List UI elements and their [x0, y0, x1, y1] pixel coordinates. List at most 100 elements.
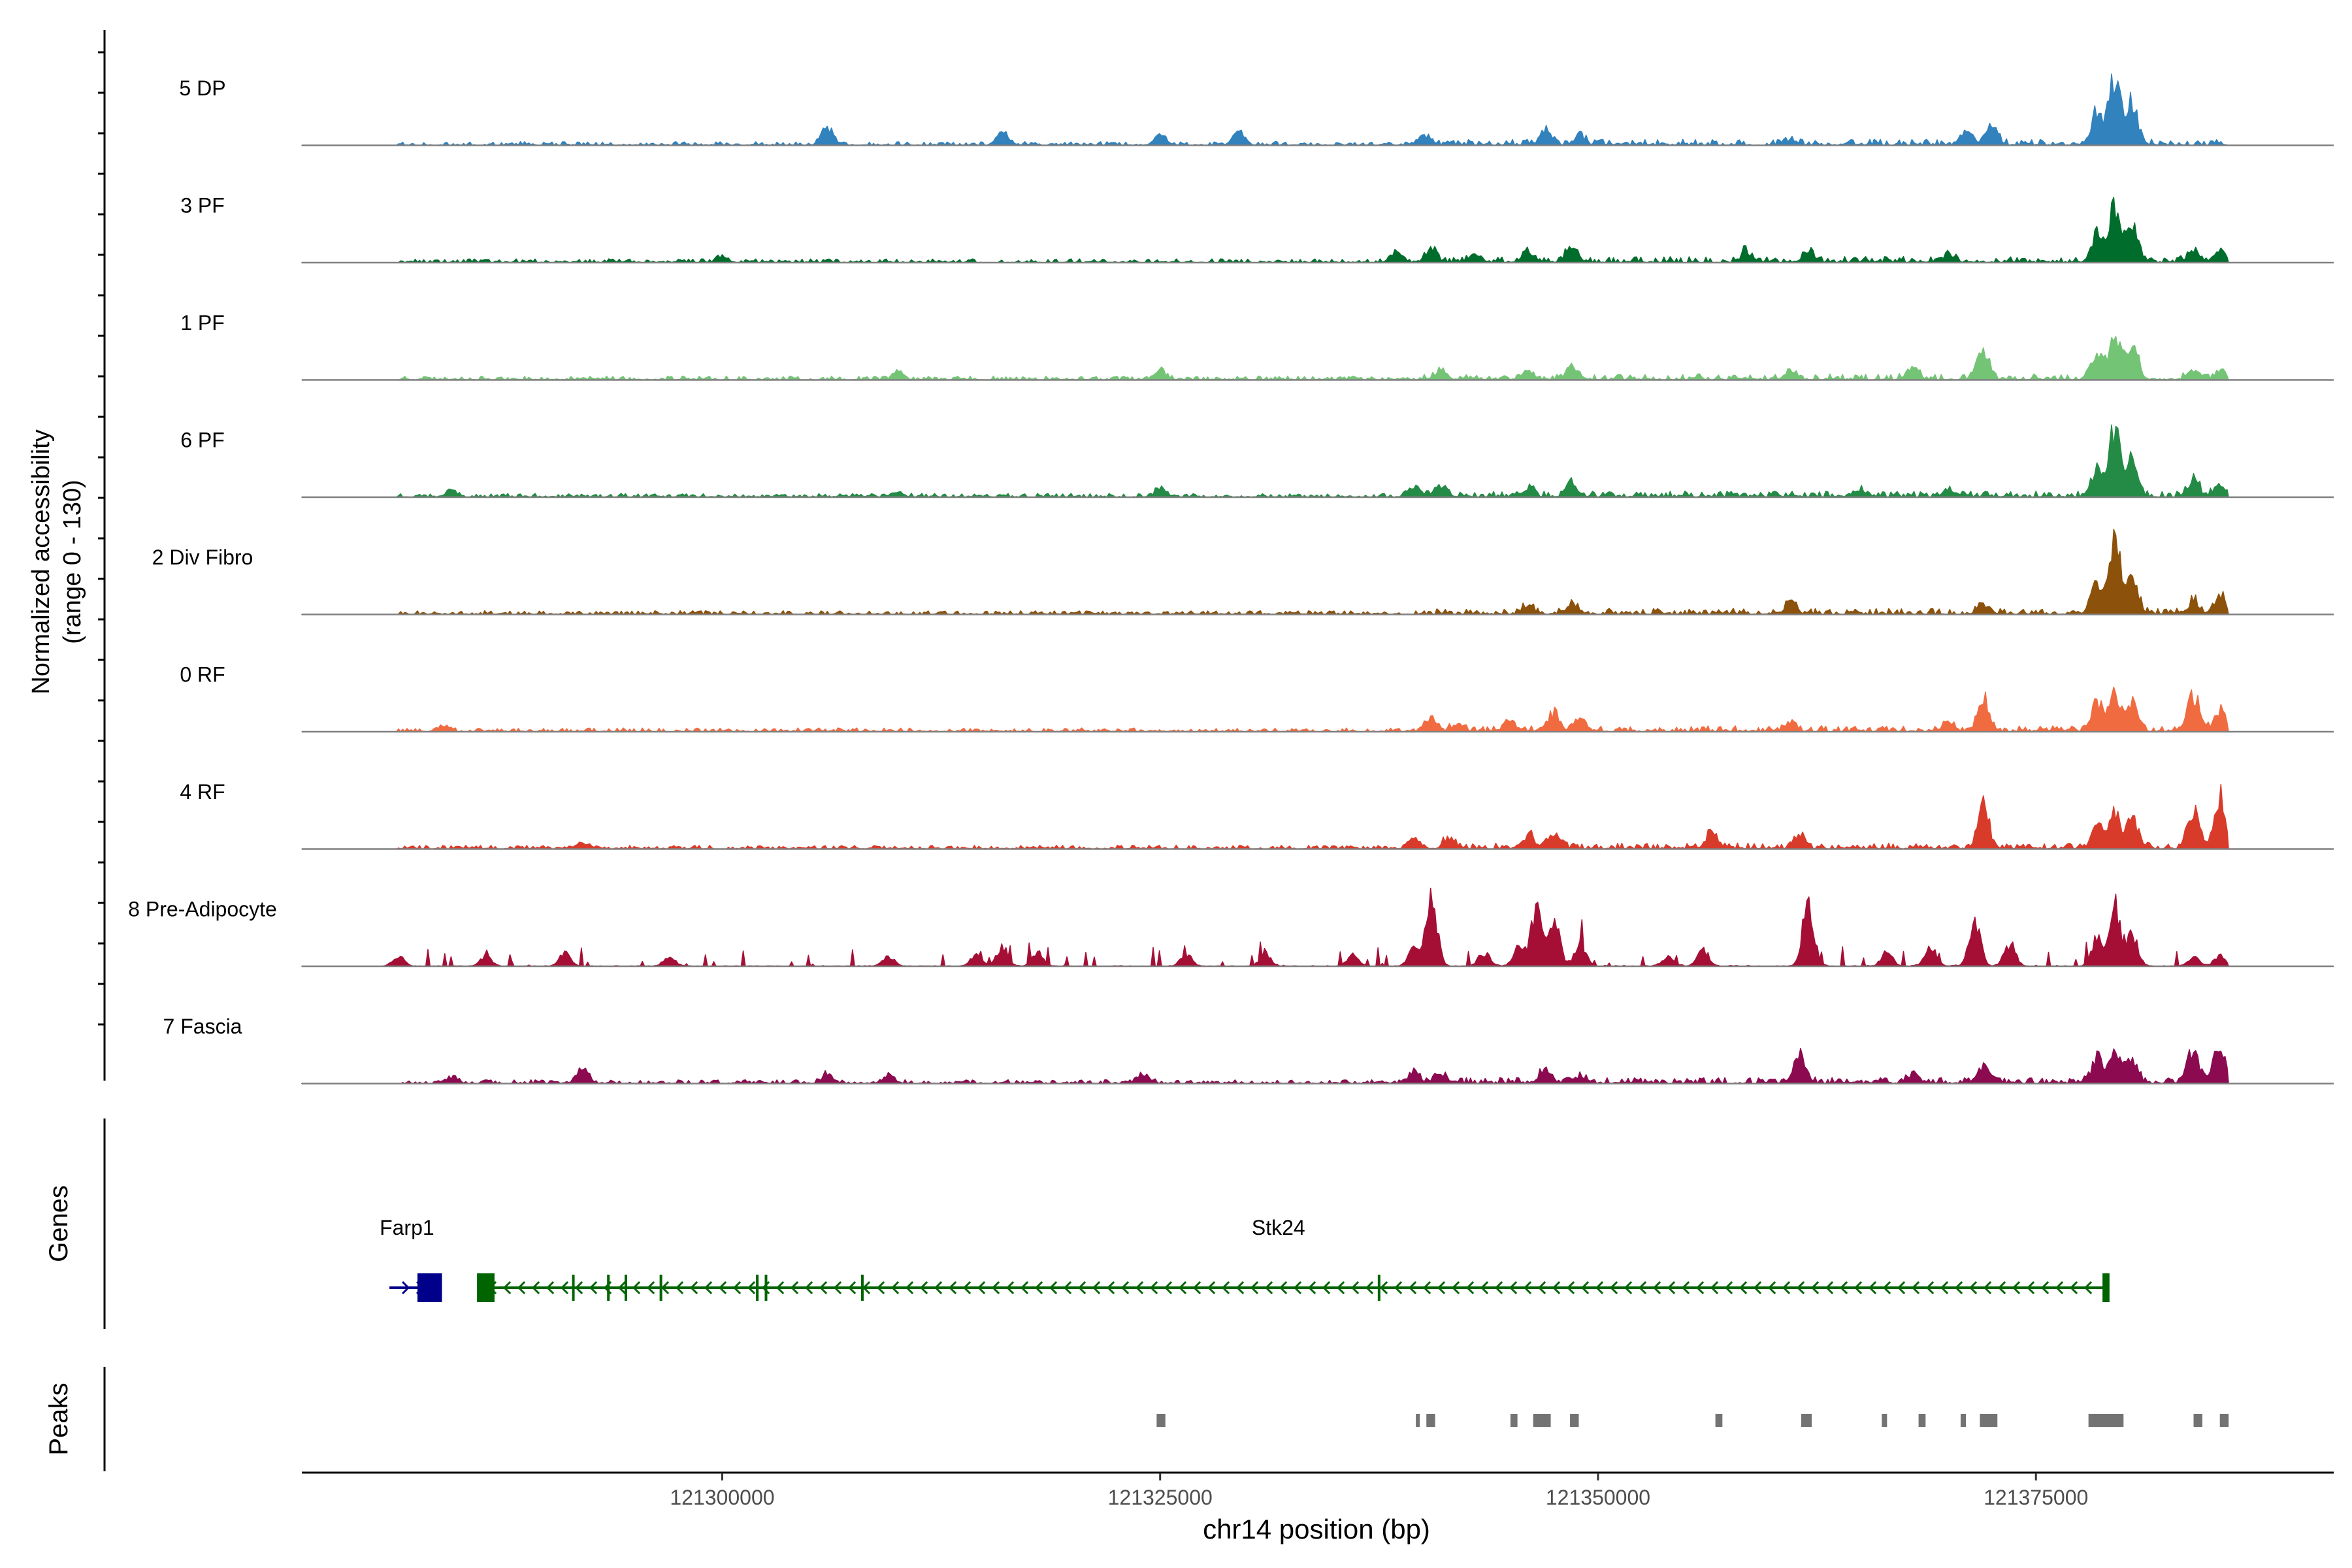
strand-arrow: [1509, 1281, 1518, 1295]
track-8-pre-adipocyte: 8 Pre-Adipocyte: [128, 887, 2334, 968]
track-label: 0 RF: [180, 663, 225, 687]
track-label: 5 DP: [179, 76, 225, 100]
gene-farp1: Farp1: [380, 1216, 442, 1302]
track-label: 7 Fascia: [163, 1015, 242, 1038]
x-tick-label: 121350000: [1546, 1486, 1650, 1509]
strand-arrow: [1250, 1281, 1259, 1295]
strand-arrow: [1192, 1281, 1201, 1295]
strand-arrow: [2012, 1281, 2021, 1295]
strand-arrow: [1997, 1281, 2006, 1295]
strand-arrow: [1293, 1281, 1302, 1295]
strand-arrow: [1465, 1281, 1475, 1295]
peak-region: [2088, 1414, 2124, 1427]
gene-label: Stk24: [1252, 1216, 1305, 1239]
strand-arrow: [1322, 1281, 1331, 1295]
strand-arrow: [1767, 1281, 1776, 1295]
strand-arrow: [1854, 1281, 1863, 1295]
strand-arrow: [1437, 1281, 1446, 1295]
strand-arrow: [1968, 1281, 1978, 1295]
strand-arrow: [1149, 1281, 1158, 1295]
strand-arrow: [1279, 1281, 1288, 1295]
y-axis-title-line2: (range 0 - 130): [59, 480, 86, 644]
track-4-rf: 4 RF: [180, 780, 2334, 850]
strand-arrow: [1710, 1281, 1719, 1295]
track-label: 1 PF: [180, 311, 225, 335]
peak-region: [1510, 1414, 1518, 1427]
track-5-dp: 5 DP: [179, 73, 2334, 146]
strand-arrow: [675, 1281, 684, 1295]
strand-arrow: [1178, 1281, 1187, 1295]
strand-arrow: [632, 1281, 641, 1295]
strand-arrow: [1063, 1281, 1072, 1295]
peaks-panel: Peaks: [44, 1367, 2229, 1471]
strand-arrow: [847, 1281, 857, 1295]
strand-arrow: [589, 1281, 598, 1295]
x-axis-title: chr14 position (bp): [1203, 1514, 1430, 1544]
strand-arrow: [776, 1281, 785, 1295]
strand-arrow: [1221, 1281, 1230, 1295]
peak-region: [1980, 1414, 1998, 1427]
strand-arrow: [1796, 1281, 1805, 1295]
peaks-track: [1156, 1414, 2229, 1427]
x-tick-label: 121325000: [1108, 1486, 1213, 1509]
strand-arrow: [1825, 1281, 1834, 1295]
strand-arrow: [1897, 1281, 1906, 1295]
x-axis-ticks: 121300000 121325000 121350000 121375000: [670, 1473, 2088, 1509]
strand-arrow: [732, 1281, 742, 1295]
y-axis-title: Normalized accessibility (range 0 - 130): [27, 429, 86, 694]
strand-arrow: [747, 1281, 756, 1295]
track-label: 4 RF: [180, 780, 225, 804]
exon-block: [477, 1273, 495, 1302]
strand-arrow: [1092, 1281, 1101, 1295]
strand-arrow: [1207, 1281, 1216, 1295]
strand-arrow: [977, 1281, 986, 1295]
x-tick-label: 121375000: [1984, 1486, 2088, 1509]
strand-arrow: [2055, 1281, 2064, 1295]
strand-arrow: [876, 1281, 885, 1295]
strand-arrow: [2083, 1281, 2093, 1295]
strand-arrow: [962, 1281, 972, 1295]
strand-arrow: [948, 1281, 957, 1295]
track-label: 6 PF: [180, 429, 225, 452]
strand-arrow: [1020, 1281, 1029, 1295]
strand-arrow: [1566, 1281, 1575, 1295]
strand-arrow: [502, 1281, 512, 1295]
strand-arrow: [919, 1281, 928, 1295]
strand-arrow: [1379, 1281, 1388, 1295]
strand-arrow: [991, 1281, 1000, 1295]
strand-arrow: [1624, 1281, 1633, 1295]
strand-arrow: [1408, 1281, 1417, 1295]
strand-arrow: [2026, 1281, 2035, 1295]
track-3-pf: 3 PF: [180, 194, 2334, 264]
strand-arrow: [934, 1281, 943, 1295]
peak-region: [1801, 1414, 1812, 1427]
strand-arrow: [1609, 1281, 1618, 1295]
peaks-axis-title: Peaks: [44, 1382, 73, 1455]
strand-arrow: [1135, 1281, 1144, 1295]
strand-arrow: [517, 1281, 526, 1295]
peak-region: [1918, 1414, 1926, 1427]
strand-arrow: [1365, 1281, 1374, 1295]
strand-arrow: [689, 1281, 698, 1295]
strand-arrow: [833, 1281, 842, 1295]
strand-arrow: [546, 1281, 555, 1295]
track-label: 2 Div Fibro: [152, 546, 253, 569]
genes-track: Farp1 Stk24: [380, 1216, 2110, 1302]
strand-arrow: [1552, 1281, 1561, 1295]
x-axis: 121300000 121325000 121350000 121375000 chr…: [302, 1471, 2334, 1544]
strand-arrow: [1422, 1281, 1431, 1295]
strand-arrow: [1695, 1281, 1705, 1295]
strand-arrow: [560, 1281, 569, 1295]
track-2-div-fibro: 2 Div Fibro: [152, 529, 2334, 615]
strand-arrow: [1782, 1281, 1791, 1295]
track-0-rf: 0 RF: [180, 663, 2334, 733]
strand-arrow: [718, 1281, 727, 1295]
strand-arrow: [1667, 1281, 1676, 1295]
strand-arrow: [1451, 1281, 1460, 1295]
track-label: 3 PF: [180, 194, 225, 218]
strand-arrow: [1049, 1281, 1058, 1295]
strand-arrow: [819, 1281, 828, 1295]
strand-arrow: [574, 1281, 583, 1295]
strand-arrow: [905, 1281, 914, 1295]
